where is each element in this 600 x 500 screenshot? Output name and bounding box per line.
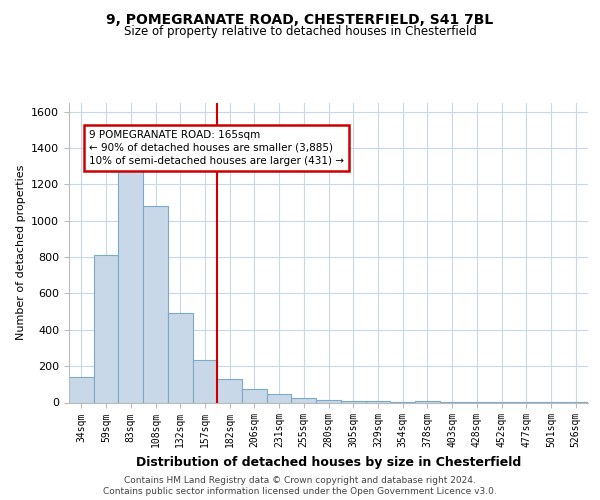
Text: 9, POMEGRANATE ROAD, CHESTERFIELD, S41 7BL: 9, POMEGRANATE ROAD, CHESTERFIELD, S41 7… [106,12,494,26]
Text: Size of property relative to detached houses in Chesterfield: Size of property relative to detached ho… [124,25,476,38]
Bar [415,400,440,402]
Text: 9 POMEGRANATE ROAD: 165sqm
← 90% of detached houses are smaller (3,885)
10% of s: 9 POMEGRANATE ROAD: 165sqm ← 90% of deta… [89,130,344,166]
Bar [118,166,143,402]
X-axis label: Distribution of detached houses by size in Chesterfield: Distribution of detached houses by size … [136,456,521,469]
Bar [341,400,365,402]
Bar [292,398,316,402]
Bar [217,379,242,402]
Bar [365,401,390,402]
Bar [94,255,118,402]
Text: Contains public sector information licensed under the Open Government Licence v3: Contains public sector information licen… [103,488,497,496]
Bar [168,314,193,402]
Text: Contains HM Land Registry data © Crown copyright and database right 2024.: Contains HM Land Registry data © Crown c… [124,476,476,485]
Bar [143,206,168,402]
Bar [267,394,292,402]
Bar [193,360,217,403]
Bar [316,400,341,402]
Bar [69,377,94,402]
Bar [242,389,267,402]
Y-axis label: Number of detached properties: Number of detached properties [16,165,26,340]
